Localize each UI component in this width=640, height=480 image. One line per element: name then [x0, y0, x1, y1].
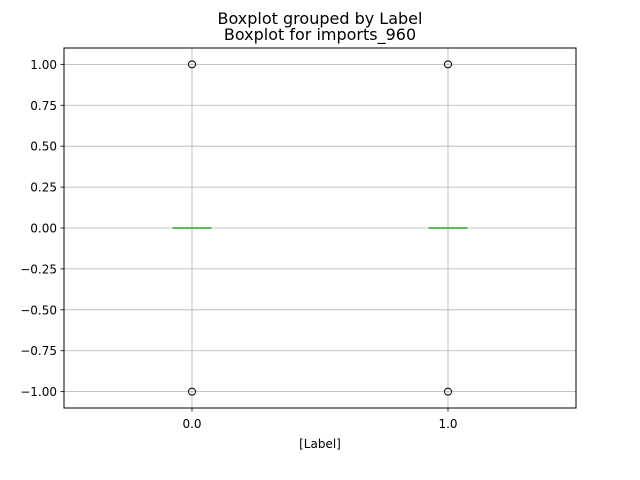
y-tick-label: −0.50: [20, 303, 57, 317]
y-tick-label: −0.75: [20, 344, 57, 358]
x-tick-label: 0.0: [182, 417, 201, 431]
chart-title: Boxplot for imports_960: [224, 25, 416, 45]
y-tick-label: 0.00: [30, 222, 57, 236]
y-tick-label: 0.25: [30, 181, 57, 195]
outlier-point: [188, 60, 196, 69]
outlier-point: [188, 387, 196, 396]
grid: [64, 48, 576, 408]
x-axis-label: [Label]: [299, 437, 341, 451]
y-tick-label: 0.50: [30, 140, 57, 154]
axes: 1.00 0.75 0.50 0.25 0.00 −0.25 −0.50 −0.75 −1.00…: [20, 58, 457, 431]
outlier-point: [444, 387, 452, 396]
plot-frame: [63, 47, 577, 409]
y-tick-label: 0.75: [30, 99, 57, 113]
y-tick-label: −1.00: [20, 385, 57, 399]
chart-suptitle: Boxplot grouped by Label: [218, 9, 423, 28]
outlier-point: [444, 60, 452, 69]
y-tick-label: −0.25: [20, 262, 57, 276]
x-tick-label: 1.0: [438, 417, 457, 431]
boxes: [172, 60, 468, 396]
y-tick-label: 1.00: [30, 58, 57, 72]
